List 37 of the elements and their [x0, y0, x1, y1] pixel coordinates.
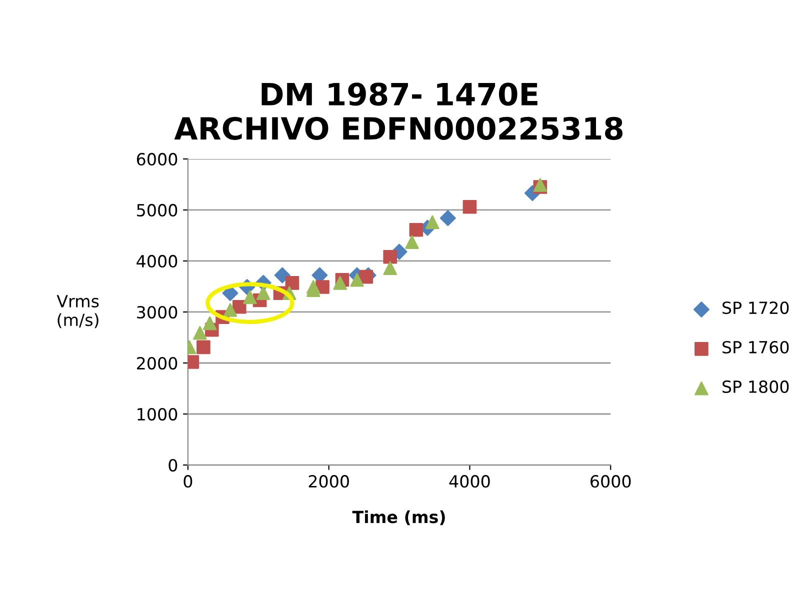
y-tick-label: 3000 — [137, 306, 178, 319]
point — [405, 235, 419, 250]
x-axis-title: Time (ms) — [352, 510, 445, 526]
point — [409, 222, 424, 237]
point — [333, 276, 348, 290]
y-tick-label: 4000 — [136, 254, 178, 268]
point — [223, 303, 238, 317]
y-tick-label: 5000 — [137, 204, 178, 217]
x-tick-label: 0 — [184, 475, 192, 488]
point — [202, 316, 217, 330]
point — [383, 261, 398, 276]
y-tick-label: 0 — [168, 458, 178, 472]
chart-title: DM 1987- 1470E ARCHIVO EDFN000225318 — [174, 82, 623, 140]
point — [196, 340, 210, 354]
point — [274, 267, 290, 284]
point — [193, 326, 207, 340]
point — [383, 250, 398, 264]
y-tick-label: 6000 — [136, 152, 178, 166]
point — [350, 272, 364, 287]
y-tick-label: 1000 — [138, 408, 178, 421]
point — [306, 280, 320, 294]
point — [425, 215, 440, 230]
point — [232, 300, 246, 314]
y-tick-label: 2000 — [137, 356, 178, 370]
x-tick-label: 6000 — [590, 475, 631, 488]
point — [285, 276, 300, 290]
legend-label: SP 1720 — [722, 301, 789, 314]
point — [243, 290, 257, 304]
x-tick-label: 2000 — [308, 475, 349, 488]
point — [462, 200, 477, 214]
y-axis-title: Vrms (m/s) — [56, 295, 99, 328]
point — [256, 286, 270, 300]
x-tick-label: 4000 — [449, 475, 490, 488]
legend-label: SP 1800 — [722, 380, 789, 394]
point — [359, 270, 374, 284]
point — [440, 210, 456, 226]
legend-label: SP 1760 — [722, 340, 789, 354]
